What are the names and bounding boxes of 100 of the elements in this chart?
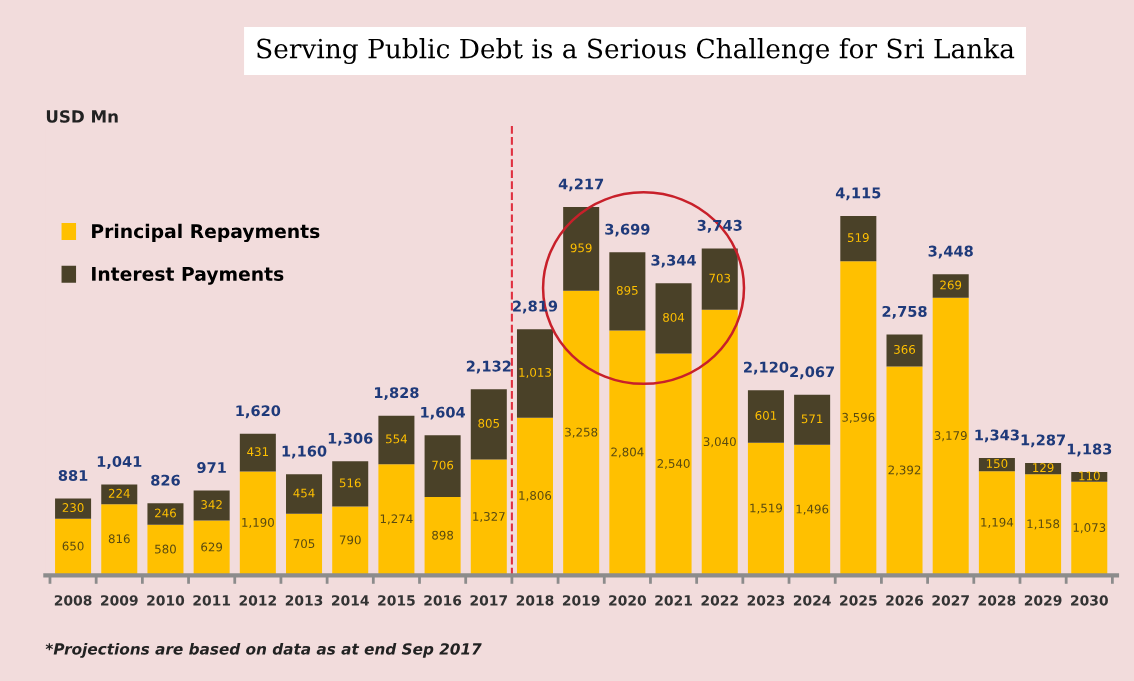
x-tick-label: 2022 [701, 595, 738, 606]
total-label: 1,160 [282, 445, 327, 459]
bar [147, 503, 184, 525]
data-label: 898 [432, 530, 454, 540]
bar [239, 471, 276, 576]
data-label: 431 [247, 447, 269, 457]
bar [655, 353, 692, 576]
bar [563, 290, 600, 576]
data-label: 366 [894, 344, 916, 354]
total-label: 2,132 [466, 360, 511, 374]
bar [701, 248, 738, 310]
total-label: 1,287 [1021, 434, 1065, 448]
x-tick-label: 2018 [516, 595, 554, 606]
x-tick-label: 2012 [239, 595, 276, 606]
total-label: 4,115 [835, 187, 881, 201]
x-tick-label: 2025 [840, 595, 877, 606]
data-label: 516 [339, 478, 361, 488]
bar [932, 297, 969, 576]
total-label: 1,604 [421, 406, 465, 420]
bar [516, 329, 553, 418]
data-label: 129 [1033, 463, 1054, 473]
data-label: 1,158 [1027, 519, 1060, 530]
bar [193, 520, 230, 576]
bar [609, 330, 646, 576]
data-label: 705 [293, 539, 315, 549]
x-tick-label: 2011 [193, 595, 231, 606]
total-label: 1,343 [975, 429, 1019, 443]
data-label: 1,274 [380, 514, 413, 525]
bar [794, 444, 831, 576]
x-tick-label: 2016 [424, 595, 462, 606]
x-tick-label: 2023 [747, 595, 785, 606]
data-label: 224 [108, 488, 130, 498]
data-label: 1,013 [519, 367, 551, 379]
data-label: 816 [108, 534, 130, 544]
bar [239, 433, 276, 472]
x-tick-label: 2024 [793, 595, 831, 606]
total-label: 2,758 [882, 305, 927, 319]
data-label: 1,194 [981, 517, 1014, 528]
bar [609, 252, 646, 331]
text: *Projections are based on data as at end Sep 2017 [45, 642, 482, 658]
bar [516, 417, 553, 576]
total-label: 1,828 [374, 387, 419, 401]
bar [747, 390, 784, 443]
data-label: 703 [709, 273, 731, 283]
x-tick-label: 2017 [470, 595, 508, 606]
bar [840, 261, 877, 576]
bar [55, 498, 92, 519]
total-label: 2,067 [790, 366, 835, 380]
data-label: 1,073 [1073, 523, 1106, 534]
data-label: 519 [847, 233, 869, 243]
x-tick-label: 2020 [609, 595, 647, 606]
data-label: 2,540 [657, 458, 690, 470]
data-label: 2,392 [888, 465, 921, 476]
bar [886, 334, 923, 367]
total-label: 826 [151, 474, 180, 486]
x-tick-label: 2021 [655, 595, 692, 606]
total-label: 971 [197, 462, 226, 474]
x-tick-label: 2008 [54, 595, 92, 606]
bar [286, 513, 323, 576]
total-label: 3,448 [928, 245, 973, 259]
data-label: 1,327 [473, 511, 505, 523]
text: USD Mn [46, 110, 118, 123]
bar [840, 215, 877, 262]
bar [1025, 474, 1062, 576]
bar [55, 518, 92, 576]
data-label: 650 [62, 541, 84, 551]
bar [193, 490, 230, 521]
data-label: 895 [616, 285, 638, 295]
data-label: 342 [201, 500, 222, 509]
bar [655, 283, 692, 354]
bar [794, 394, 831, 445]
legend-label: Principal Repayments [92, 223, 320, 243]
data-label: 454 [293, 488, 315, 498]
bar [147, 524, 184, 576]
data-label: 571 [801, 414, 823, 424]
x-tick-label: 2015 [378, 595, 415, 606]
x-tick-label: 2027 [932, 595, 969, 606]
data-label: 269 [940, 280, 962, 290]
legend-label: Interest Payments [92, 267, 284, 285]
total-label: 1,183 [1067, 443, 1112, 457]
bar [1071, 481, 1108, 576]
total-label: 3,344 [651, 254, 696, 268]
total-label: 1,306 [328, 432, 373, 446]
total-label: 1,041 [97, 455, 142, 469]
data-label: 706 [432, 460, 454, 470]
data-label: 629 [201, 542, 223, 552]
bar [747, 442, 784, 576]
bar [886, 366, 923, 576]
data-label: 230 [62, 503, 84, 513]
bar [332, 461, 369, 507]
chart-title: Serving Public Debt is a Serious Challenge for Sri Lanka [257, 38, 1015, 65]
bar [978, 471, 1015, 576]
x-tick-label: 2028 [978, 595, 1016, 606]
x-tick-label: 2026 [886, 595, 924, 606]
data-label: 601 [755, 410, 777, 420]
data-label: 150 [986, 459, 1008, 469]
data-label: 805 [478, 418, 500, 428]
data-label: 3,258 [565, 427, 598, 438]
data-label: 2,804 [611, 447, 644, 458]
x-tick-label: 2013 [285, 595, 323, 606]
